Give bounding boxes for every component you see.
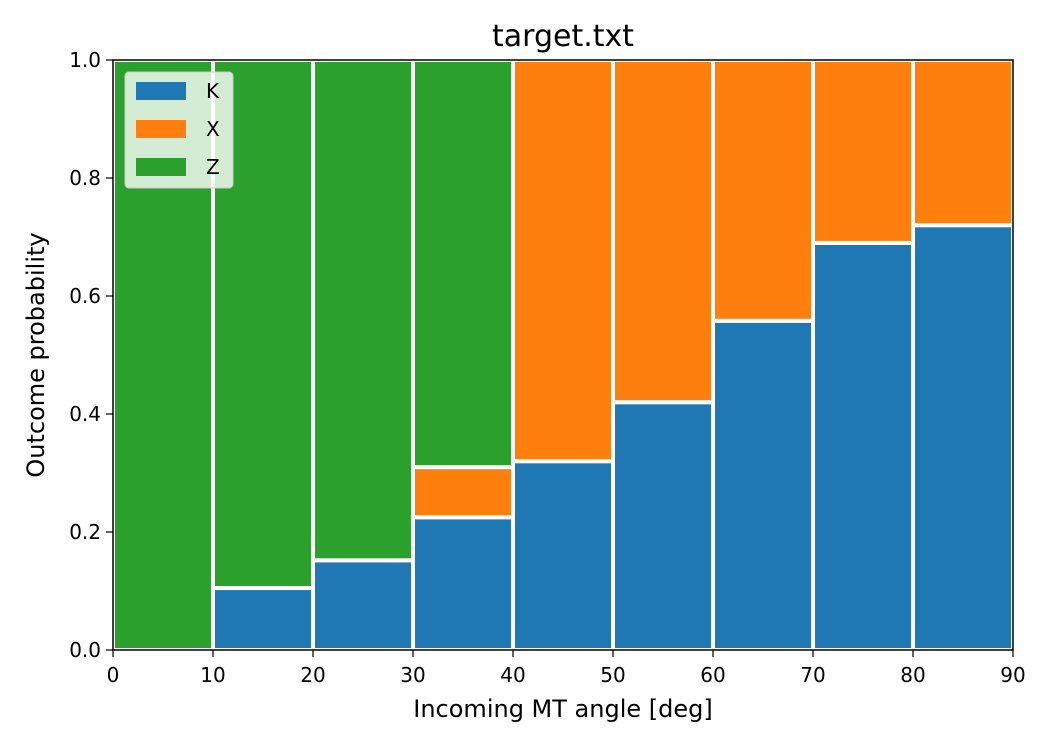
legend-swatch-z (136, 158, 186, 176)
bar-k-4 (511, 459, 615, 653)
bar-x-5 (611, 58, 715, 405)
y-tick-label-5: 1.0 (69, 48, 101, 72)
bar-z-2 (311, 58, 415, 563)
bar-z-3 (411, 58, 515, 470)
x-tick-label-8: 80 (900, 663, 925, 687)
x-tick-label-0: 0 (107, 663, 120, 687)
plot-frame (112, 59, 1014, 651)
bar-k-1 (211, 586, 315, 652)
bar-x-4 (511, 58, 615, 464)
legend-label-z: Z (206, 155, 220, 179)
bar-x-7 (811, 58, 915, 245)
legend-swatch-k (136, 82, 186, 100)
x-axis-label: Incoming MT angle [deg] (413, 695, 712, 723)
x-tick-label-5: 50 (600, 663, 625, 687)
bar-k-7 (811, 240, 915, 652)
x-tick-label-1: 10 (200, 663, 225, 687)
y-tick-label-0: 0.0 (69, 638, 101, 662)
bar-k-5 (611, 400, 715, 653)
bar-x-3 (411, 465, 515, 520)
x-tick-label-4: 40 (500, 663, 525, 687)
y-tick-label-1: 0.2 (69, 520, 101, 544)
chart-title: target.txt (492, 19, 634, 54)
bar-x-8 (911, 58, 1015, 228)
y-tick-label-2: 0.4 (69, 402, 101, 426)
x-tick-label-6: 60 (700, 663, 725, 687)
bar-k-6 (711, 318, 815, 652)
x-tick-label-9: 90 (1000, 663, 1025, 687)
x-tick-label-7: 70 (800, 663, 825, 687)
x-axis-ticks: 0 10 20 30 40 50 60 70 80 90 (107, 650, 1026, 687)
bar-k-8 (911, 223, 1015, 652)
bar-k-3 (411, 515, 515, 652)
bars-group (111, 58, 1015, 653)
y-tick-label-3: 0.6 (69, 284, 101, 308)
x-tick-label-2: 20 (300, 663, 325, 687)
legend-label-k: K (206, 79, 220, 103)
y-axis-ticks: 0.0 0.2 0.4 0.6 0.8 1.0 (69, 48, 113, 662)
bar-x-6 (711, 58, 815, 323)
x-tick-label-3: 30 (400, 663, 425, 687)
legend: KXZ (124, 71, 234, 189)
legend-swatch-x (136, 120, 186, 138)
y-tick-label-4: 0.8 (69, 166, 101, 190)
legend-label-x: X (206, 117, 220, 141)
y-axis-label: Outcome probability (22, 232, 50, 477)
bar-k-2 (311, 558, 415, 653)
